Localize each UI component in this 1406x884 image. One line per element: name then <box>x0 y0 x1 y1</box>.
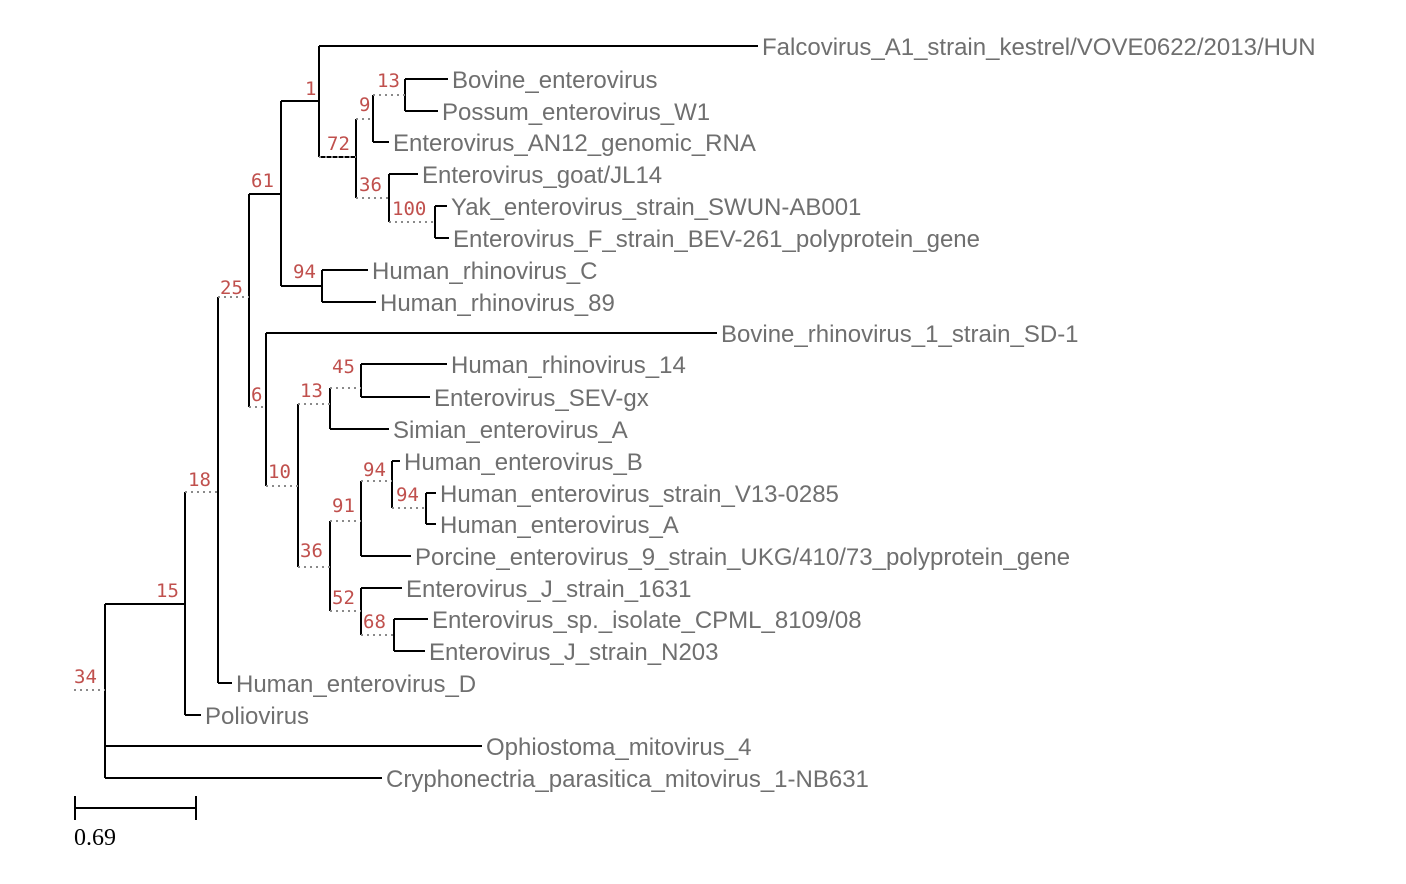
leaf-label: Human_rhinovirus_C <box>372 258 597 285</box>
support-value: 15 <box>156 580 179 602</box>
leaf-label: Human_enterovirus_B <box>404 449 643 476</box>
scale-bar: 0.69 <box>74 796 197 851</box>
leaf-label: Enterovirus_AN12_genomic_RNA <box>393 130 756 157</box>
support-value: 25 <box>220 277 243 299</box>
support-value: 13 <box>300 380 323 402</box>
leaf-label: Human_rhinovirus_89 <box>380 290 615 317</box>
support-value: 91 <box>332 495 355 517</box>
support-value: 94 <box>293 261 316 283</box>
support-value: 36 <box>300 540 323 562</box>
leaf-label: Enterovirus_SEV-gx <box>434 385 649 412</box>
support-value: 1 <box>305 78 316 100</box>
leaf-label: Human_rhinovirus_14 <box>451 352 686 379</box>
support-value: 10 <box>268 461 291 483</box>
leaf-label: Simian_enterovirus_A <box>393 417 628 444</box>
leaf-label: Enterovirus_J_strain_1631 <box>406 576 692 603</box>
leaf-label: Porcine_enterovirus_9_strain_UKG/410/73_… <box>415 544 1070 571</box>
scale-bar-label: 0.69 <box>74 825 116 851</box>
leaf-label: Ophiostoma_mitovirus_4 <box>486 734 751 761</box>
leaf-label: Bovine_rhinovirus_1_strain_SD-1 <box>721 321 1079 348</box>
support-value: 94 <box>396 484 419 506</box>
support-value: 18 <box>188 469 211 491</box>
leaf-label: Human_enterovirus_D <box>236 671 476 698</box>
support-value: 72 <box>327 133 350 155</box>
leaf-label: Bovine_enterovirus <box>452 67 657 94</box>
support-value: 100 <box>392 198 426 220</box>
leaf-label: Enterovirus_sp._isolate_CPML_8109/08 <box>432 607 862 634</box>
leaf-labels: Falcovirus_A1_strain_kestrel/VOVE0622/20… <box>205 34 1316 793</box>
leaf-label: Enterovirus_J_strain_N203 <box>429 639 719 666</box>
leaf-label: Falcovirus_A1_strain_kestrel/VOVE0622/20… <box>762 34 1316 61</box>
tree-zero-branches <box>74 94 435 691</box>
leaf-label: Possum_enterovirus_W1 <box>442 99 710 126</box>
support-value: 34 <box>74 666 97 688</box>
leaf-label: Human_enterovirus_strain_V13-0285 <box>440 481 839 508</box>
support-value: 36 <box>359 174 382 196</box>
leaf-label: Enterovirus_F_strain_BEV-261_polyprotein… <box>453 226 980 253</box>
support-value: 9 <box>359 94 370 116</box>
support-value: 68 <box>363 611 386 633</box>
support-value: 61 <box>251 170 274 192</box>
support-value: 94 <box>363 459 386 481</box>
support-values: 34 15 18 25 61 1 72 9 13 36 100 94 6 10 … <box>74 70 426 688</box>
leaf-label: Cryphonectria_parasitica_mitovirus_1-NB6… <box>386 766 869 793</box>
leaf-label: Yak_enterovirus_strain_SWUN-AB001 <box>451 194 861 221</box>
support-value: 45 <box>332 356 355 378</box>
support-value: 6 <box>251 384 262 406</box>
leaf-label: Enterovirus_goat/JL14 <box>422 162 662 189</box>
support-value: 13 <box>377 70 400 92</box>
support-value: 52 <box>332 587 355 609</box>
leaf-label: Poliovirus <box>205 703 309 730</box>
tree-branches <box>104 45 758 779</box>
leaf-label: Human_enterovirus_A <box>440 512 679 539</box>
